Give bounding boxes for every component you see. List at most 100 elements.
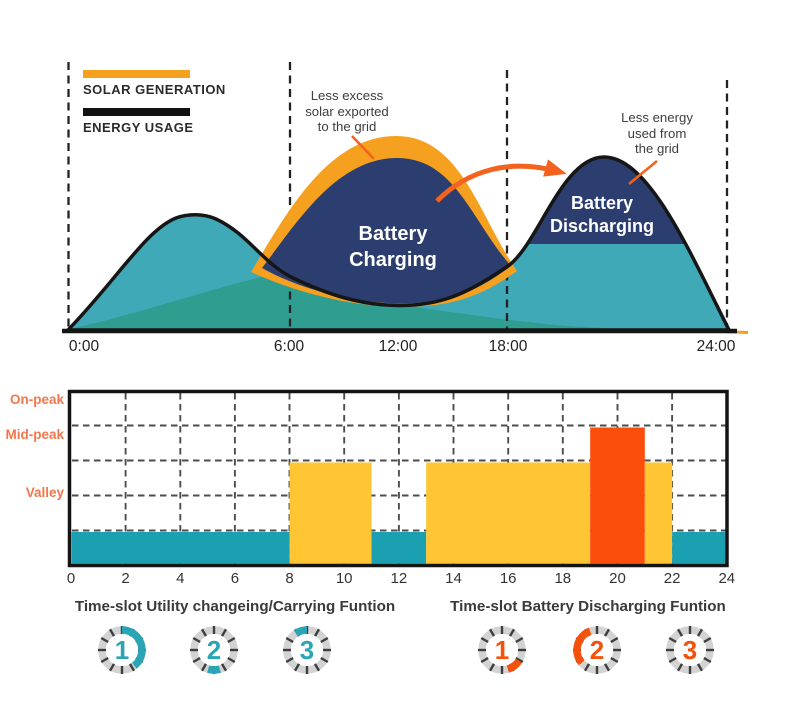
grid-annotation-pointer [628, 159, 658, 186]
clock-tick [515, 636, 524, 644]
clock-tick [676, 663, 684, 672]
clock-number: 3 [300, 635, 314, 665]
clock-tick [227, 636, 236, 644]
bot-xtick-12: 12 [390, 570, 408, 587]
clock-tick [610, 656, 619, 664]
clock-icon-utility-3: 3 [283, 626, 331, 674]
clock-highlight-arc [573, 627, 592, 666]
clock-tick [320, 656, 329, 664]
clock-icon-discharge-1: 1 [478, 626, 526, 674]
clock-number: 2 [207, 635, 221, 665]
bar-segment-8-11 [289, 462, 372, 564]
clock-tick [488, 663, 496, 672]
bot-xtick-4: 4 [176, 570, 185, 587]
caption-utility-function: Time-slot Utility changeing/Carrying Fun… [74, 598, 396, 615]
bot-xtick-18: 18 [554, 570, 572, 587]
clock-tick [696, 628, 704, 637]
clock-tick [227, 656, 236, 664]
bot-xtick-0: 0 [66, 570, 76, 587]
clock-tick [108, 663, 116, 672]
curved-arrow-icon [435, 159, 567, 203]
clock-tick [293, 663, 301, 672]
top-xtick-6: 6:00 [273, 338, 305, 355]
clock-tick [192, 656, 201, 664]
bot-xtick-14: 14 [445, 570, 462, 587]
clock-tick [313, 663, 321, 672]
solar-annotation-pointer [351, 135, 375, 160]
clock-highlight-arc [293, 626, 308, 637]
clock-tick [100, 636, 109, 644]
clock-highlight-arc [207, 665, 221, 674]
bar-segment-19-21 [590, 427, 645, 564]
clock-tick [515, 656, 524, 664]
clock-number: 2 [590, 635, 604, 665]
solar-legend-label: SOLAR GENERATION [83, 82, 226, 97]
clock-icon-utility-1: 1 [98, 626, 146, 674]
bot-xtick-22: 22 [663, 570, 681, 587]
bar-segment-0-8 [71, 532, 290, 564]
bottom-chart-border [67, 389, 729, 568]
clock-tick [668, 656, 677, 664]
battery-charging-area [262, 158, 511, 304]
clock-icon-utility-2: 2 [190, 626, 238, 674]
clock-highlight-arc [506, 658, 523, 673]
clock-tick [696, 663, 704, 672]
clock-tick [200, 663, 208, 672]
top-xtick-12: 12:00 [378, 338, 418, 355]
clock-number: 1 [115, 635, 129, 665]
top-xtick-18: 18:00 [488, 338, 528, 355]
bot-xtick-10: 10 [335, 570, 353, 587]
clock-tick [192, 636, 201, 644]
clock-tick [583, 663, 591, 672]
caption-discharge-function: Time-slot Battery Discharging Funtion [450, 598, 726, 615]
bar-segment-13-19 [426, 462, 591, 564]
annotation-less-excess-solar: Less excess solar exported to the grid [305, 88, 389, 135]
bar-segment-21-22 [644, 462, 673, 564]
ylabel-valley: Valley [25, 485, 64, 500]
ylabel-on-peak: On-peak [9, 392, 64, 407]
clock-tick [100, 656, 109, 664]
clock-tick [320, 636, 329, 644]
bot-xtick-8: 8 [285, 570, 294, 587]
clock-tick [220, 628, 228, 637]
clock-tick [668, 636, 677, 644]
bot-xtick-20: 20 [609, 570, 626, 587]
clock-number: 1 [495, 635, 509, 665]
clock-tick [676, 628, 684, 637]
annotation-less-energy-grid: Less energy used from the grid [621, 110, 693, 157]
battery-charging-label: Battery Charging [349, 223, 437, 272]
clock-tick [480, 656, 489, 664]
clock-tick [508, 628, 516, 637]
clock-highlight-arc [121, 626, 146, 669]
bar-segment-22-24 [672, 532, 726, 564]
solar-legend-swatch [83, 70, 190, 78]
top-xtick-0: 0:00 [68, 338, 100, 355]
top-xtick-24: 24:00 [696, 338, 736, 355]
clock-icon-discharge-3: 3 [666, 626, 714, 674]
clock-tick [480, 636, 489, 644]
bot-xtick-24: 24 [718, 570, 736, 587]
bar-segment-11-13 [371, 532, 427, 564]
bot-xtick-16: 16 [499, 570, 517, 587]
clock-tick [220, 663, 228, 672]
clock-tick [603, 628, 611, 637]
clock-tick [488, 628, 496, 637]
clock-tick [313, 628, 321, 637]
clock-tick [603, 663, 611, 672]
usage-legend-swatch [83, 108, 190, 116]
usage-legend-label: ENERGY USAGE [83, 120, 194, 135]
clock-tick [703, 636, 712, 644]
battery-discharging-label: Battery Discharging [549, 193, 655, 237]
clock-tick [285, 636, 294, 644]
clock-number: 3 [683, 635, 697, 665]
bottom-chart-bars [71, 427, 726, 564]
clock-icon-discharge-2: 2 [573, 626, 621, 674]
clock-tick [108, 628, 116, 637]
ylabel-mid-peak: Mid-peak [5, 427, 64, 442]
clock-tick [610, 636, 619, 644]
clock-tick [128, 663, 136, 672]
bot-xtick-2: 2 [121, 570, 130, 587]
legend: SOLAR GENERATION ENERGY USAGE [83, 70, 226, 135]
